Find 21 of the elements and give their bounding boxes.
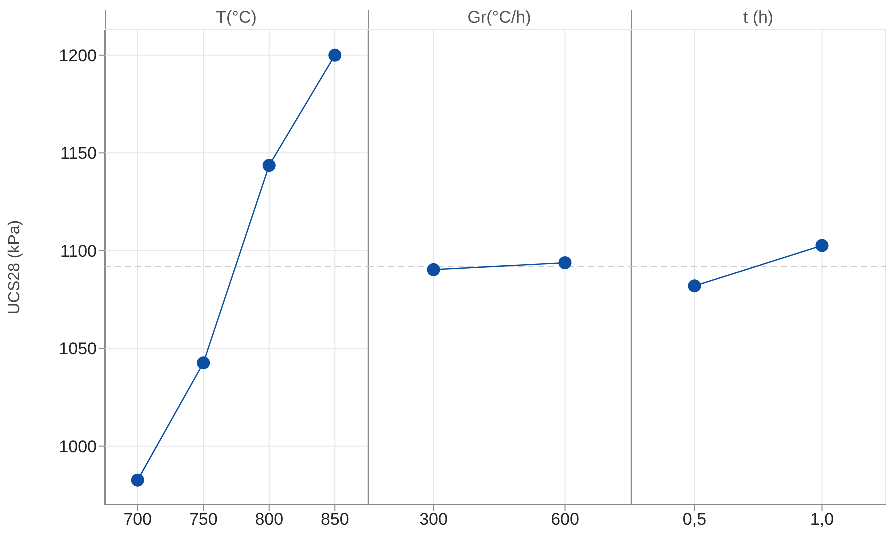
x-tick-label: 700 — [124, 510, 152, 530]
point — [197, 356, 210, 370]
chart-title: t (h) — [631, 8, 886, 30]
y-axis-title: UCS28 (kPa) — [6, 220, 24, 315]
point — [328, 48, 342, 62]
x-tick-label: 850 — [320, 510, 350, 530]
y-tick-label: 1200 — [59, 46, 97, 66]
point — [131, 474, 144, 487]
y-tick-label: 1100 — [60, 242, 97, 261]
point — [262, 159, 276, 172]
x-tick-label: 800 — [255, 510, 284, 530]
x-tick-label: 600 — [551, 510, 580, 530]
x-tick-label: 1,0 — [810, 510, 834, 530]
x-tick-label: 0,5 — [682, 510, 707, 530]
y-tick-label: 1050 — [59, 340, 97, 359]
chart-title: Gr(°C/h) — [368, 8, 631, 30]
chart-title: T(°C) — [105, 8, 368, 30]
y-tick-label: 1000 — [59, 437, 97, 456]
x-tick-label: 300 — [420, 510, 448, 530]
y-tick-label: 1150 — [60, 144, 97, 164]
x-tick-label: 750 — [189, 510, 218, 530]
